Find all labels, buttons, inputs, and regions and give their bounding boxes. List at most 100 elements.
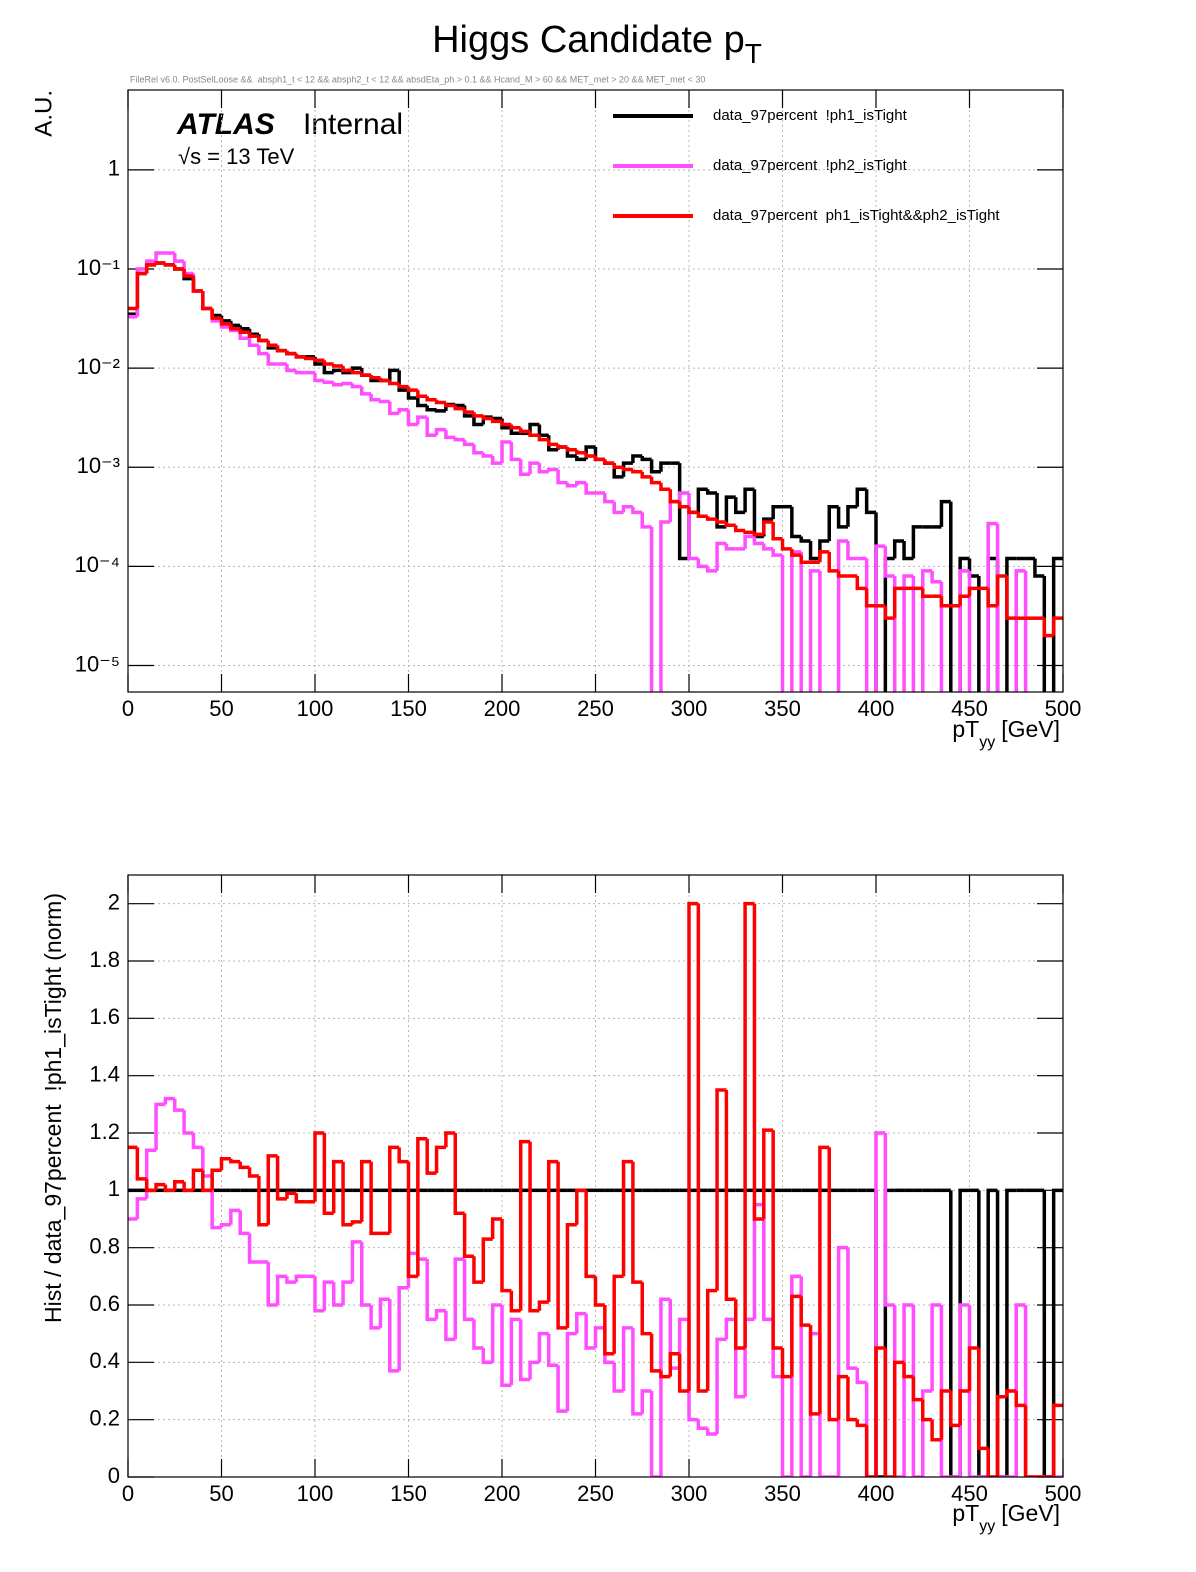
histogram-bin (612, 463, 624, 469)
histogram-bin (331, 1282, 344, 1307)
histogram-bin (210, 1176, 222, 1230)
histogram-bin (734, 525, 746, 533)
y-tick-label: 1 (108, 1176, 120, 1201)
histogram-bin (144, 1178, 157, 1193)
histogram-bin (378, 377, 390, 383)
histogram-bin (294, 1274, 306, 1283)
histogram-bin (715, 492, 727, 529)
histogram-bin (406, 409, 418, 427)
x-tick-label: 400 (858, 696, 895, 721)
histogram-bin (397, 1147, 409, 1164)
histogram-bin (490, 1303, 502, 1363)
histogram-bin (827, 504, 839, 542)
histogram-bin (659, 482, 671, 491)
histogram-bin (799, 536, 811, 543)
histogram-bin (425, 1138, 437, 1175)
histogram-bin (518, 1139, 531, 1311)
histogram-bin (631, 506, 643, 515)
y-tick-label: 10⁻⁵ (75, 651, 120, 676)
histogram-bin (453, 1257, 465, 1340)
histogram-bin (182, 1110, 194, 1135)
legend-label: data_97percent ph1_isTight&&ph2_isTight (713, 207, 1000, 224)
x-tick-label: 300 (671, 696, 708, 721)
energy-label: √s = 13 TeV (178, 144, 295, 169)
histogram-bin (790, 506, 802, 539)
y-tick-label: 10⁻² (77, 354, 120, 379)
histogram-bin (743, 530, 755, 535)
x-tick-label: 450 (951, 1481, 988, 1506)
histogram-bin (631, 1327, 643, 1416)
histogram-bin (462, 408, 474, 414)
histogram-bin (724, 1090, 736, 1302)
histogram-bin (518, 459, 531, 476)
histogram-bin (360, 1159, 372, 1222)
plot-frame (127, 89, 1064, 693)
histogram-bin (724, 1317, 736, 1340)
y-tick-label: 0.8 (89, 1233, 120, 1258)
histogram-bin (397, 383, 409, 389)
plot-frame (127, 874, 1064, 1478)
histogram-bin (864, 588, 876, 608)
histogram-bin (902, 541, 914, 561)
histogram-bin (462, 1259, 474, 1322)
histogram-bin (518, 427, 531, 434)
internal-label: Internal (303, 108, 403, 141)
histogram-bin (1014, 1303, 1026, 1477)
histogram-bin (360, 372, 372, 377)
histogram-bin (883, 605, 895, 620)
histogram-bin (537, 1331, 549, 1363)
histogram-bin (883, 1133, 895, 1307)
histogram-bin (659, 520, 671, 692)
histogram-bin (705, 1428, 718, 1436)
histogram-bin (247, 338, 259, 348)
histogram-bin (285, 1191, 297, 1199)
histogram-bin (472, 444, 484, 455)
histogram-bin (565, 447, 577, 452)
y-tick-label: 10⁻⁴ (74, 552, 120, 577)
histogram-bin (556, 1365, 568, 1413)
histogram-bin (827, 1147, 839, 1422)
histogram-bin (257, 336, 269, 343)
histogram-bin (556, 469, 568, 485)
histogram-bin (818, 550, 830, 563)
histogram-bin (986, 521, 998, 692)
histogram-bin (939, 1389, 951, 1440)
histogram-bin (864, 1382, 876, 1477)
histogram-bin (799, 551, 803, 692)
histogram-bin (631, 454, 643, 464)
histogram-bin (135, 271, 147, 309)
histogram-bin (1051, 1403, 1063, 1477)
histogram-bin (509, 1317, 521, 1386)
histogram-bin (229, 1208, 241, 1225)
histogram-bin (388, 368, 400, 381)
histogram-bin (715, 1088, 727, 1291)
histogram-bin (444, 402, 456, 408)
histogram-bin (836, 570, 848, 578)
histogram-bin (144, 263, 157, 274)
histogram-bin (584, 482, 596, 495)
histogram-bin (696, 558, 708, 569)
histogram-bin (275, 1155, 287, 1201)
histogram-bin (313, 1276, 325, 1313)
histogram-bin (547, 1159, 559, 1303)
histogram-bin (621, 504, 633, 513)
histogram-bin (238, 325, 250, 331)
histogram-bin (397, 370, 409, 392)
y-tick-label: 1.2 (89, 1119, 120, 1144)
histogram-bin (911, 1305, 923, 1477)
histogram-bin (808, 1325, 820, 1416)
histogram-bin (416, 415, 428, 425)
histogram-bin (939, 581, 944, 692)
histogram-bin (593, 1326, 605, 1348)
histogram-bin (556, 444, 568, 449)
histogram-bin (696, 903, 708, 1393)
histogram-bin (219, 1157, 231, 1171)
histogram-bin (350, 1220, 362, 1225)
histogram-bin (967, 1346, 979, 1391)
histogram-bin (621, 1159, 633, 1277)
histogram-bin (612, 1362, 624, 1393)
histogram-bin (453, 1133, 465, 1216)
histogram-bin (173, 1098, 185, 1112)
histogram-bin (575, 449, 587, 455)
histogram-bin (621, 461, 633, 477)
